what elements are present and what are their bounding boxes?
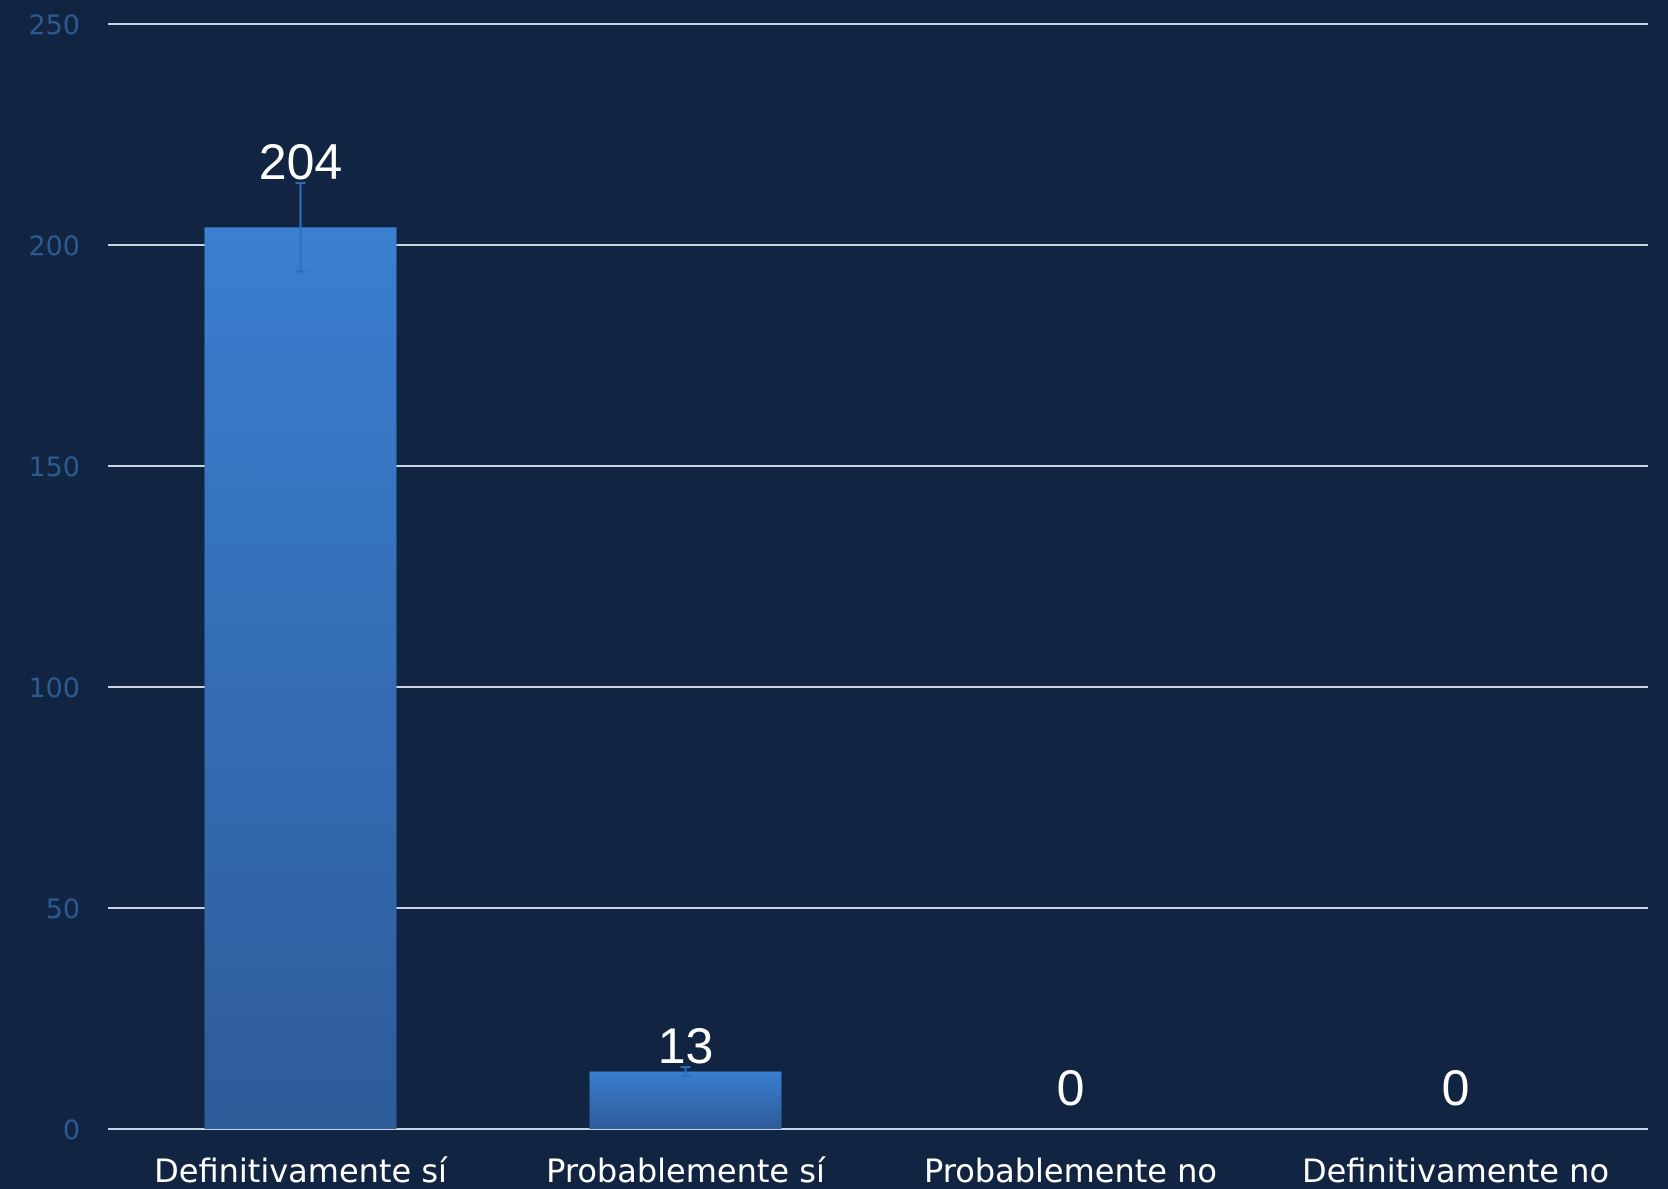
y-tick-label: 100: [28, 673, 80, 704]
y-tick-label: 150: [28, 452, 80, 483]
x-axis-ticks: Definitivamente sí Probablemente sí Probab…: [154, 1152, 1609, 1189]
x-tick-label-3: Definitivamente no: [1302, 1152, 1609, 1189]
data-labels: 204 13 0 0: [259, 134, 1470, 1116]
x-tick-label-2: Probablemente no: [924, 1152, 1217, 1189]
y-axis-ticks: 0 50 100 150 200 250: [28, 10, 80, 1146]
data-label-2: 0: [1057, 1060, 1085, 1116]
y-tick-label: 0: [63, 1115, 80, 1146]
data-label-1: 13: [658, 1018, 714, 1074]
x-tick-label-0: Definitivamente sí: [154, 1152, 448, 1189]
y-tick-label: 250: [28, 10, 80, 41]
y-tick-label: 200: [28, 231, 80, 262]
bars: [204, 227, 782, 1129]
data-label-0: 204: [259, 134, 342, 190]
bar-1: [589, 1071, 782, 1129]
x-tick-label-1: Probablemente sí: [546, 1152, 826, 1189]
data-label-3: 0: [1442, 1060, 1470, 1116]
y-tick-label: 50: [46, 894, 80, 925]
bar-0: [204, 227, 397, 1129]
error-bars: [295, 182, 691, 1077]
